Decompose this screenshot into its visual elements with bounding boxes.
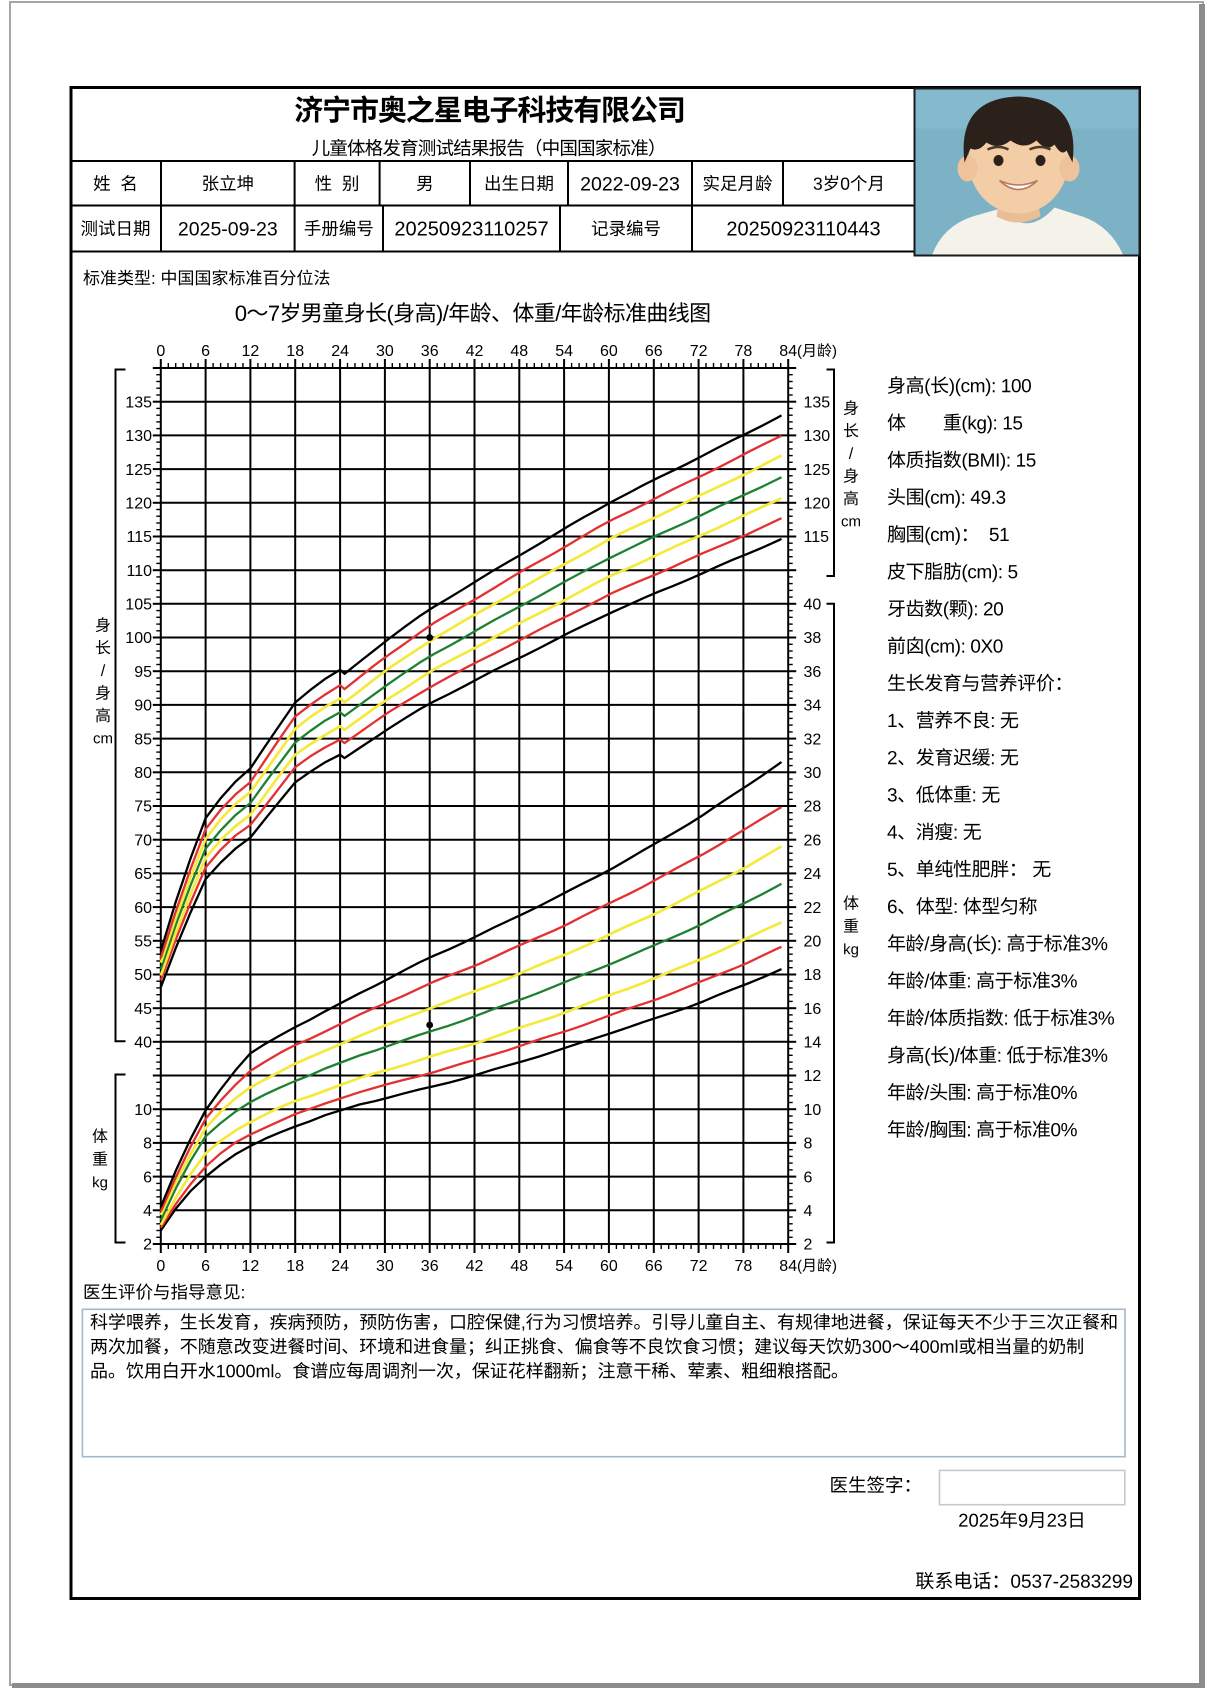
svg-text:8: 8 bbox=[804, 1136, 813, 1153]
svg-text:130: 130 bbox=[125, 428, 152, 445]
svg-text:30: 30 bbox=[376, 343, 394, 360]
svg-text:22: 22 bbox=[804, 900, 822, 917]
svg-text:6: 6 bbox=[201, 1258, 210, 1275]
svg-text:4: 4 bbox=[804, 1203, 813, 1220]
svg-text:72: 72 bbox=[690, 1258, 708, 1275]
svg-text:60: 60 bbox=[600, 1258, 618, 1275]
svg-text:20250923110443: 20250923110443 bbox=[726, 219, 880, 241]
svg-text:105: 105 bbox=[125, 597, 152, 614]
svg-text:10: 10 bbox=[134, 1102, 152, 1119]
svg-text:66: 66 bbox=[645, 343, 663, 360]
svg-text:115: 115 bbox=[126, 529, 152, 546]
svg-text:0: 0 bbox=[156, 1258, 165, 1275]
svg-text:30: 30 bbox=[376, 1258, 394, 1275]
svg-text:60: 60 bbox=[134, 900, 152, 917]
svg-text:6: 6 bbox=[804, 1169, 813, 1186]
svg-text:125: 125 bbox=[125, 462, 152, 479]
svg-text:66: 66 bbox=[645, 1258, 663, 1275]
svg-text:125: 125 bbox=[804, 462, 831, 479]
svg-text:2: 2 bbox=[804, 1237, 813, 1254]
svg-text:110: 110 bbox=[126, 563, 152, 580]
svg-text:78: 78 bbox=[735, 343, 753, 360]
svg-text:45: 45 bbox=[134, 1001, 152, 1018]
svg-text:6: 6 bbox=[143, 1169, 152, 1186]
svg-text:40: 40 bbox=[134, 1035, 152, 1052]
svg-text:38: 38 bbox=[804, 630, 822, 647]
svg-text:72: 72 bbox=[690, 343, 708, 360]
svg-text:16: 16 bbox=[804, 1001, 822, 1018]
svg-text:42: 42 bbox=[466, 343, 484, 360]
svg-text:90: 90 bbox=[134, 698, 152, 715]
svg-text:12: 12 bbox=[804, 1068, 822, 1085]
svg-text:14: 14 bbox=[804, 1035, 822, 1052]
svg-text:78: 78 bbox=[735, 1258, 753, 1275]
svg-text:100: 100 bbox=[125, 630, 152, 647]
svg-text:24: 24 bbox=[331, 1258, 349, 1275]
svg-text:10: 10 bbox=[804, 1102, 822, 1119]
svg-text:40: 40 bbox=[804, 597, 822, 614]
svg-text:65: 65 bbox=[134, 866, 152, 883]
svg-text:2022-09-23: 2022-09-23 bbox=[580, 173, 680, 195]
svg-text:8: 8 bbox=[143, 1136, 152, 1153]
svg-text:30: 30 bbox=[804, 765, 822, 782]
svg-text:24: 24 bbox=[331, 343, 349, 360]
svg-text:12: 12 bbox=[242, 1258, 260, 1275]
svg-text:48: 48 bbox=[510, 343, 528, 360]
svg-text:0: 0 bbox=[156, 343, 165, 360]
svg-text:48: 48 bbox=[510, 1258, 528, 1275]
svg-text:24: 24 bbox=[804, 866, 822, 883]
svg-text:120: 120 bbox=[125, 495, 152, 512]
svg-text:18: 18 bbox=[804, 967, 822, 984]
svg-text:6: 6 bbox=[201, 343, 210, 360]
svg-text:95: 95 bbox=[134, 664, 152, 681]
svg-text:20: 20 bbox=[804, 933, 822, 950]
svg-text:36: 36 bbox=[421, 343, 439, 360]
svg-text:12: 12 bbox=[242, 343, 260, 360]
svg-text:18: 18 bbox=[286, 343, 304, 360]
svg-text:32: 32 bbox=[804, 731, 822, 748]
svg-text:18: 18 bbox=[286, 1258, 304, 1275]
svg-text:75: 75 bbox=[134, 799, 152, 816]
svg-text:36: 36 bbox=[804, 664, 822, 681]
svg-text:120: 120 bbox=[804, 495, 831, 512]
svg-text:2025-09-23: 2025-09-23 bbox=[178, 218, 278, 240]
svg-text:60: 60 bbox=[600, 343, 618, 360]
svg-text:36: 36 bbox=[421, 1258, 439, 1275]
svg-text:42: 42 bbox=[466, 1258, 484, 1275]
svg-text:70: 70 bbox=[134, 832, 152, 849]
svg-text:4: 4 bbox=[143, 1203, 152, 1220]
svg-text:135: 135 bbox=[804, 394, 831, 411]
svg-text:135: 135 bbox=[125, 394, 152, 411]
svg-text:20250923110257: 20250923110257 bbox=[394, 219, 548, 241]
svg-text:85: 85 bbox=[134, 731, 152, 748]
svg-text:115: 115 bbox=[804, 529, 830, 546]
svg-text:28: 28 bbox=[804, 799, 822, 816]
svg-text:84: 84 bbox=[779, 1258, 797, 1275]
svg-text:54: 54 bbox=[555, 343, 573, 360]
svg-text:54: 54 bbox=[555, 1258, 573, 1275]
svg-text:50: 50 bbox=[134, 967, 152, 984]
svg-text:84: 84 bbox=[779, 343, 797, 360]
svg-text:2: 2 bbox=[143, 1237, 152, 1254]
svg-text:80: 80 bbox=[134, 765, 152, 782]
svg-text:26: 26 bbox=[804, 832, 822, 849]
svg-text:34: 34 bbox=[804, 698, 822, 715]
svg-text:55: 55 bbox=[134, 933, 152, 950]
svg-text:130: 130 bbox=[804, 428, 831, 445]
